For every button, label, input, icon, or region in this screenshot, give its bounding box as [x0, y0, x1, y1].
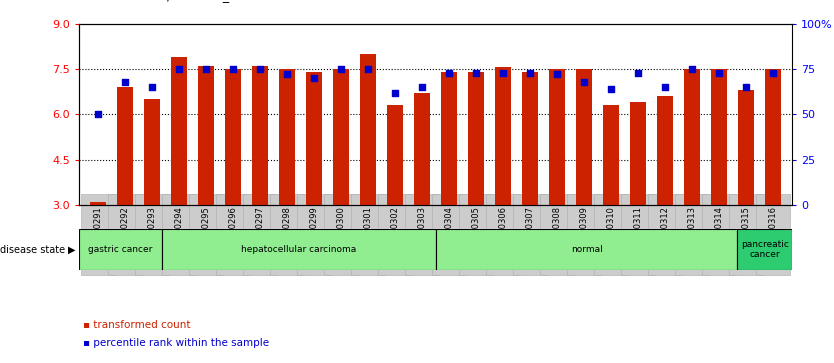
Point — [415, 84, 429, 90]
Text: hepatocellular carcinoma: hepatocellular carcinoma — [241, 245, 356, 254]
Bar — [550, 69, 565, 205]
Point — [334, 66, 348, 72]
Bar — [738, 90, 755, 205]
Bar — [360, 54, 376, 205]
Bar — [603, 105, 620, 205]
Text: normal: normal — [570, 245, 602, 254]
Bar — [711, 69, 727, 205]
Bar — [279, 69, 295, 205]
Point — [496, 70, 510, 76]
Bar — [79, 229, 162, 270]
Text: disease state: disease state — [0, 245, 65, 254]
Point — [631, 70, 645, 76]
Point — [118, 79, 132, 85]
Point — [145, 84, 158, 90]
Point — [254, 66, 267, 72]
Point — [362, 66, 375, 72]
Text: ▶: ▶ — [68, 245, 75, 254]
Point — [524, 70, 537, 76]
Bar — [435, 229, 737, 270]
Point — [389, 90, 402, 95]
Bar — [766, 69, 781, 205]
Bar — [387, 105, 404, 205]
Bar — [333, 69, 349, 205]
Bar — [684, 69, 701, 205]
Text: ▪ percentile rank within the sample: ▪ percentile rank within the sample — [83, 338, 269, 348]
Bar — [414, 93, 430, 205]
Point — [766, 70, 780, 76]
Bar — [441, 72, 457, 205]
Point — [550, 72, 564, 77]
Point — [470, 70, 483, 76]
Point — [308, 75, 321, 81]
Point — [740, 84, 753, 90]
Bar — [171, 57, 188, 205]
Bar — [252, 66, 269, 205]
Bar — [162, 229, 435, 270]
Bar — [522, 72, 539, 205]
Point — [605, 86, 618, 92]
Bar — [737, 229, 792, 270]
Text: gastric cancer: gastric cancer — [88, 245, 153, 254]
Point — [227, 66, 240, 72]
Point — [686, 66, 699, 72]
Point — [173, 66, 186, 72]
Point — [280, 72, 294, 77]
Bar — [117, 87, 133, 205]
Bar — [225, 69, 241, 205]
Point — [443, 70, 456, 76]
Bar — [468, 72, 485, 205]
Point — [659, 84, 672, 90]
Point — [578, 79, 591, 85]
Bar — [198, 66, 214, 205]
Bar — [631, 102, 646, 205]
Text: ▪ transformed count: ▪ transformed count — [83, 320, 191, 330]
Bar — [306, 72, 322, 205]
Point — [199, 66, 213, 72]
Text: pancreatic
cancer: pancreatic cancer — [741, 240, 789, 259]
Bar — [495, 68, 511, 205]
Point — [92, 111, 105, 117]
Bar — [657, 96, 673, 205]
Text: GDS4882 / 206091_at: GDS4882 / 206091_at — [104, 0, 242, 2]
Bar — [90, 202, 106, 205]
Bar — [144, 99, 160, 205]
Point — [713, 70, 726, 76]
Bar — [576, 69, 592, 205]
